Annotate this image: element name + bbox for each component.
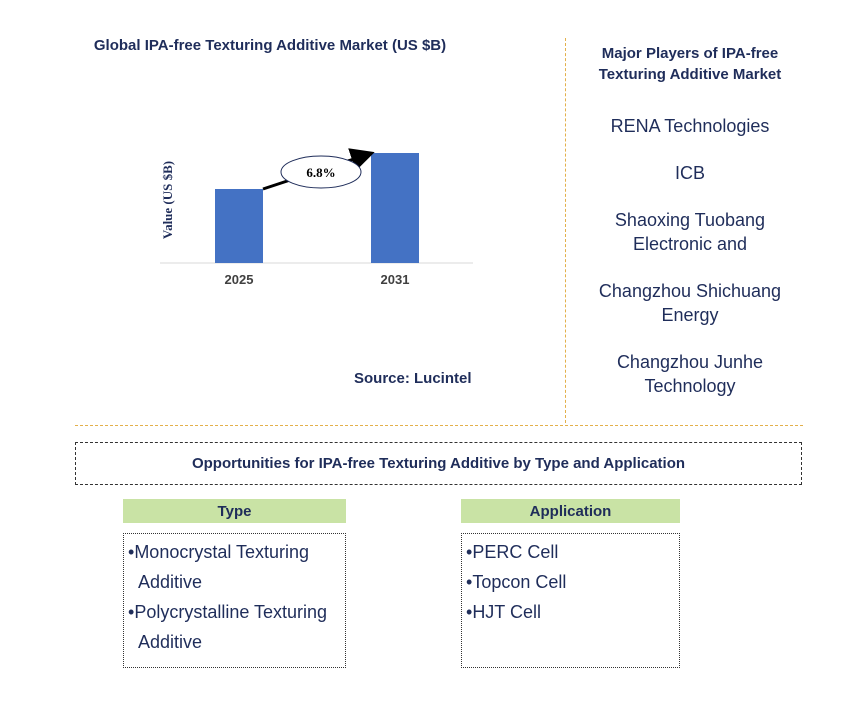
player-item: Changzhou Junhe Technology	[616, 352, 764, 396]
x-tick-label: 2025	[225, 272, 254, 287]
growth-label: 6.8%	[306, 165, 335, 180]
x-tick-label: 2031	[381, 272, 410, 287]
player-item: RENA Technologies	[610, 116, 770, 136]
source-label: Source: Lucintel	[354, 370, 472, 387]
growth-badge	[280, 155, 362, 189]
type-heading: Type	[123, 499, 346, 523]
player-item: Changzhou Shichuang Energy	[598, 281, 782, 325]
players-title: Major Players of IPA-free Texturing Addi…	[598, 45, 782, 83]
y-axis-label: Value (US $B)	[160, 161, 175, 239]
type-item: Monocrystal Texturing Additive	[128, 537, 341, 597]
application-list: PERC Cell Topcon Cell HJT Cell	[461, 533, 680, 668]
bar-2025	[215, 189, 263, 263]
application-item: HJT Cell	[466, 597, 675, 627]
opportunities-title: Opportunities for IPA-free Texturing Add…	[75, 442, 802, 485]
application-item: PERC Cell	[466, 537, 675, 567]
players-list: RENA Technologies ICB Shaoxing Tuobang E…	[580, 114, 800, 421]
application-heading: Application	[461, 499, 680, 523]
player-item: ICB	[674, 163, 705, 183]
horizontal-divider	[75, 425, 803, 426]
player-item: Shaoxing Tuobang Electronic and	[614, 210, 766, 254]
bar-chart: Value (US $B) 2025 2031 6.8%	[160, 148, 473, 287]
type-list: Monocrystal Texturing Additive Polycryst…	[123, 533, 346, 668]
vertical-divider	[565, 38, 566, 423]
type-item: Polycrystalline Texturing Additive	[128, 597, 341, 657]
application-item: Topcon Cell	[466, 567, 675, 597]
chart-title: Global IPA-free Texturing Additive Marke…	[93, 37, 447, 54]
bar-2031	[371, 153, 419, 263]
